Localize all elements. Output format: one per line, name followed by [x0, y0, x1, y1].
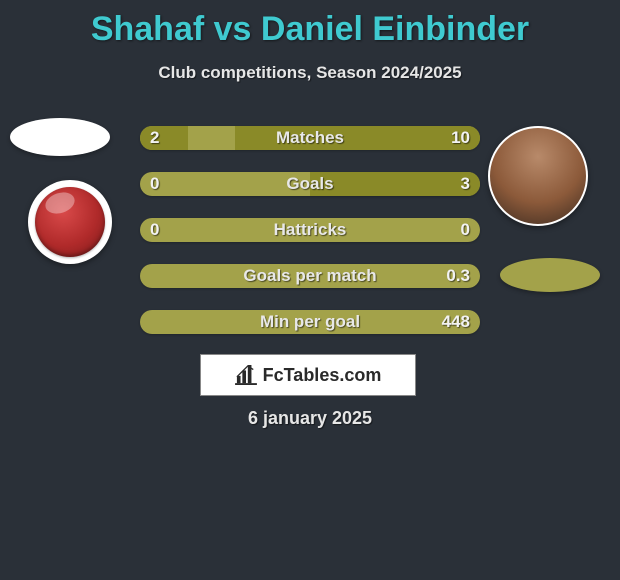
stat-value-right: 0 — [461, 218, 470, 242]
stat-label: Matches — [140, 126, 480, 150]
stat-row: Min per goal448 — [140, 310, 480, 334]
stat-value-right: 0.3 — [446, 264, 470, 288]
comparison-bars: Matches210Goals03Hattricks00Goals per ma… — [140, 126, 480, 356]
club-badge-icon — [35, 187, 105, 257]
stat-value-right: 10 — [451, 126, 470, 150]
stat-label: Goals per match — [140, 264, 480, 288]
site-badge[interactable]: FcTables.com — [200, 354, 416, 396]
stat-value-left: 0 — [150, 172, 159, 196]
stat-row: Goals0 3 — [140, 172, 480, 196]
stat-row: Goals per match0.3 — [140, 264, 480, 288]
bar-chart-icon — [235, 365, 257, 385]
stat-label: Min per goal — [140, 310, 480, 334]
page-title: Shahaf vs Daniel Einbinder — [0, 0, 620, 49]
stat-row: Matches2 10 — [140, 126, 480, 150]
stat-value-left: 2 — [150, 126, 159, 150]
footer-date: 6 january 2025 — [0, 408, 620, 429]
player-right-avatar — [488, 126, 588, 226]
subtitle: Club competitions, Season 2024/2025 — [0, 63, 620, 83]
stat-row: Hattricks0 0 — [140, 218, 480, 242]
stat-label: Goals — [140, 172, 480, 196]
stat-value-right: 448 — [442, 310, 470, 334]
player-left-club-badge — [28, 180, 112, 264]
site-label: FcTables.com — [263, 365, 382, 386]
stat-label: Hattricks — [140, 218, 480, 242]
player-right-ellipse — [500, 258, 600, 292]
player-left-ellipse — [10, 118, 110, 156]
stat-value-left: 0 — [150, 218, 159, 242]
stat-value-right: 3 — [461, 172, 470, 196]
